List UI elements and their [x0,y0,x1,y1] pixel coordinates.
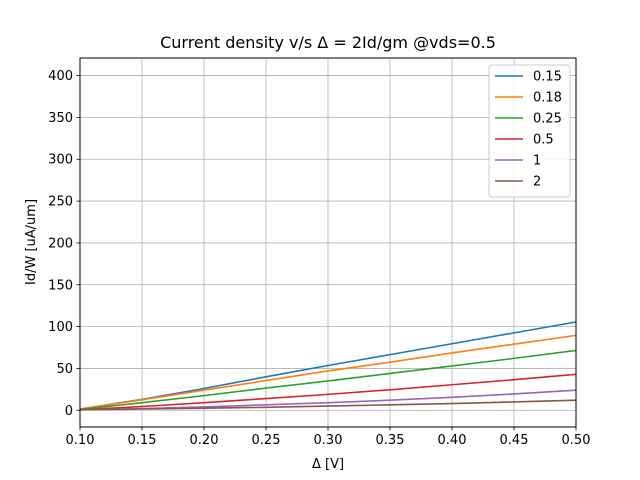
y-tick-label: 250 [48,195,73,210]
x-tick-label: 0.45 [500,433,529,448]
x-tick-label: 0.15 [128,433,157,448]
series-line-2 [79,399,577,411]
series-line-0.18 [79,334,577,410]
legend-label: 2 [533,175,541,190]
y-tick-label: 50 [56,362,73,377]
legend-box [488,64,571,198]
series-line-0.5 [79,373,577,411]
y-tick-label: 400 [48,69,73,84]
x-axis-label: Δ [V] [312,457,344,472]
y-tick-label: 100 [48,320,73,335]
y-tick-label: 0 [65,404,73,419]
x-axis-ticks: 0.10 0.15 0.20 0.25 0.30 0.35 0.40 0.45 0.50 [66,427,591,448]
y-tick-label: 300 [48,153,73,168]
x-tick-label: 0.30 [314,433,343,448]
series-lines [79,321,577,411]
x-tick-label: 0.20 [190,433,219,448]
legend-label: 0.5 [533,133,554,148]
legend-label: 0.15 [533,70,562,85]
legend-label: 1 [533,154,541,169]
x-tick-label: 0.25 [252,433,281,448]
x-tick-label: 0.35 [376,433,405,448]
legend-label: 0.25 [533,112,562,127]
y-axis-label: Id/W [uA/um] [24,199,39,285]
chart-title: Current density v/s Δ = 2Id/gm @vds=0.5 [160,33,496,52]
legend-label: 0.18 [533,91,562,106]
x-tick-label: 0.50 [562,433,591,448]
y-tick-label: 350 [48,111,73,126]
series-line-0.15 [79,321,577,410]
y-axis-ticks: 0 50 100 150 200 250 300 350 400 [48,69,80,419]
series-line-0.25 [79,349,577,411]
x-tick-label: 0.40 [438,433,467,448]
legend: 0.15 0.18 0.25 0.5 1 2 [488,64,571,198]
y-tick-label: 150 [48,278,73,293]
grid [79,58,577,427]
y-tick-label: 200 [48,236,73,251]
x-tick-label: 0.10 [66,433,95,448]
